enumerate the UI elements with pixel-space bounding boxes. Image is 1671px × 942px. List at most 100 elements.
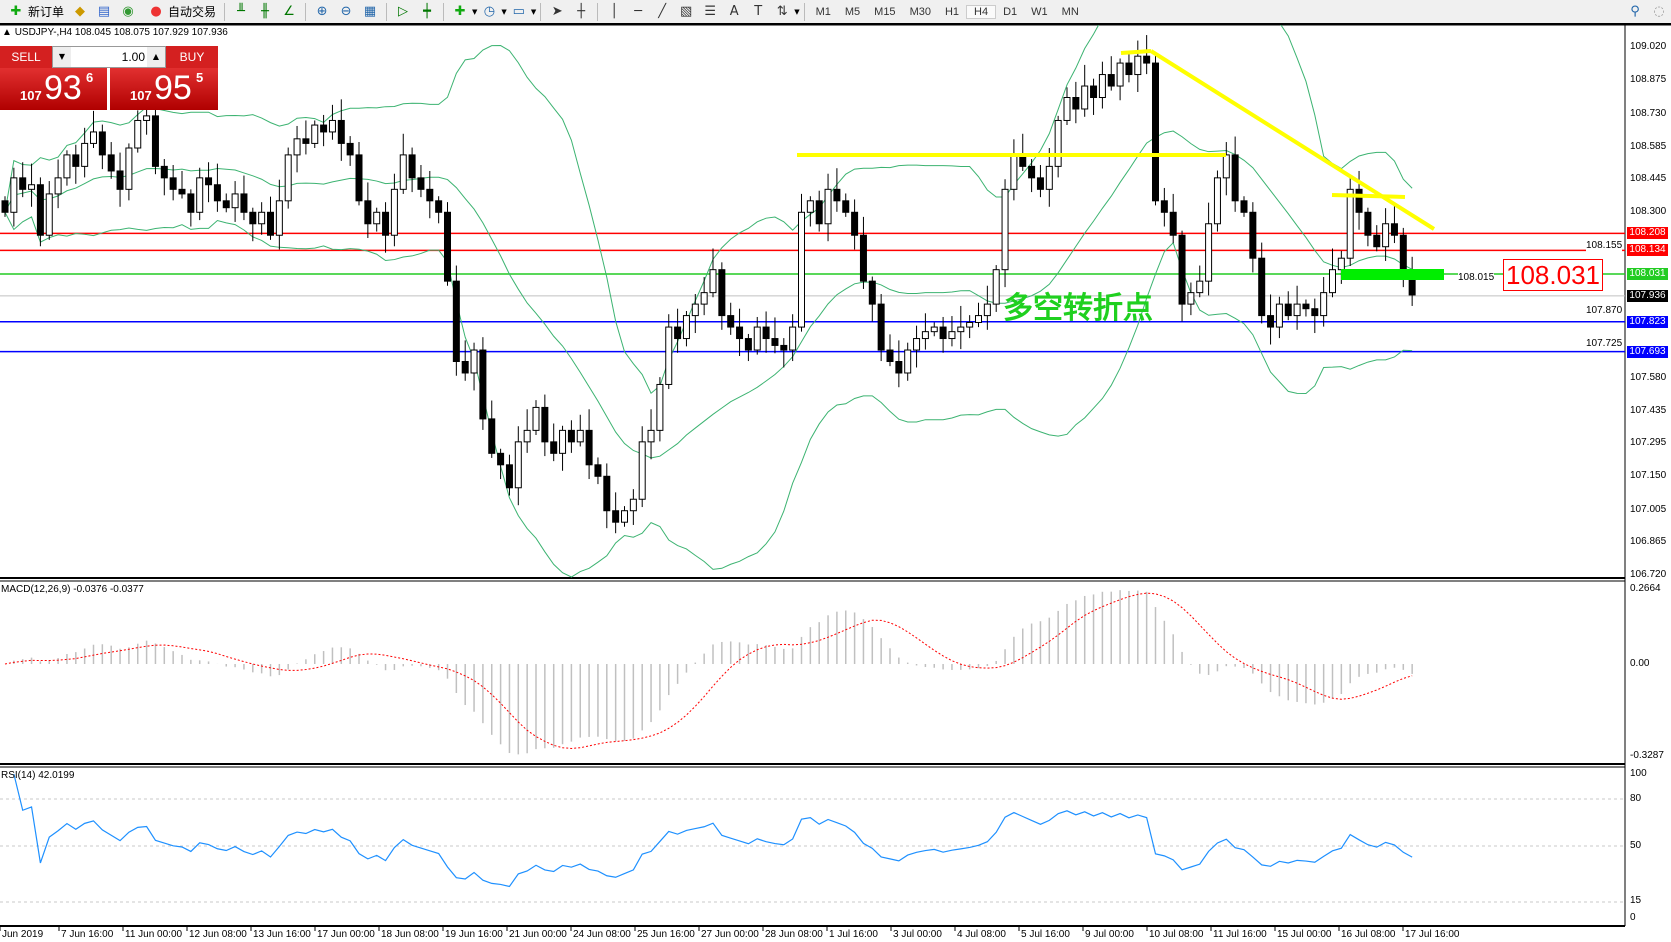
trendlines[interactable] (797, 49, 1444, 280)
timeframe-h1[interactable]: H1 (944, 5, 960, 18)
time-axis-label: 11 Jun 00:00 (125, 929, 183, 940)
candlestick-icon[interactable]: ╫ (261, 3, 269, 19)
buy-price-button[interactable]: 107 95 5 (110, 68, 218, 110)
timeframe-m30[interactable]: M30 (909, 5, 931, 18)
sell-price-button[interactable]: 107 93 6 (0, 68, 107, 110)
candle-body (948, 331, 956, 340)
lot-size-stepper[interactable]: ▼ 1.00 ▲ (52, 46, 166, 68)
candle-body (559, 429, 567, 454)
candle-body (1001, 188, 1009, 271)
dropdown-arrow-icon[interactable]: ▼ (794, 7, 800, 16)
buy-price-prefix: 107 (130, 88, 152, 103)
line-chart-icon[interactable]: ∠ (283, 3, 295, 19)
vertical-line-icon[interactable]: │ (610, 3, 619, 19)
horizontal-line-icon[interactable]: ─ (634, 3, 643, 19)
text-label-icon[interactable]: T (754, 3, 763, 19)
symbol-header: ▲ USDJPY-,H4 108.045 108.075 107.929 107… (2, 27, 228, 38)
candle-body (753, 326, 761, 351)
candle-body (780, 344, 788, 351)
chat-icon[interactable]: ◌ (1653, 3, 1665, 19)
candle-body (886, 349, 894, 363)
timeframe-d1[interactable]: D1 (1003, 5, 1018, 18)
rsi-line (13, 773, 1413, 888)
price-axis-label: 107.580 (1630, 371, 1667, 383)
buy-price-pip: 5 (196, 70, 204, 85)
rsi-axis-0: 0 (1630, 912, 1636, 923)
search-icon[interactable]: ⚲ (1630, 3, 1640, 19)
horizontal-levels (0, 232, 1625, 353)
candle-body (28, 184, 36, 190)
timeframe-m1[interactable]: M1 (815, 5, 831, 18)
yellow-trendline[interactable] (1149, 49, 1436, 231)
lot-decrease-icon[interactable]: ▼ (53, 47, 71, 67)
candle-body (1045, 165, 1053, 190)
annotation-text[interactable]: 多空转折点 (1003, 291, 1153, 326)
candle-body (771, 338, 779, 346)
candle-body (576, 429, 584, 443)
templates-icon[interactable]: ▭ (512, 3, 525, 19)
candle-body (452, 280, 460, 363)
new-order-button[interactable]: ✚ 新订单 (0, 1, 68, 22)
candle-body (302, 138, 310, 144)
timeframe-m15[interactable]: M15 (874, 5, 896, 18)
tile-windows-icon[interactable]: ▦ (363, 3, 377, 19)
candle-body (1028, 165, 1036, 179)
dropdown-arrow-icon[interactable]: ▼ (501, 7, 507, 16)
candle-body (231, 193, 239, 209)
candle-body (1337, 257, 1345, 271)
candle-body (364, 200, 372, 225)
candle-body (399, 154, 407, 190)
equidistant-channel-icon[interactable]: ▧ (680, 3, 693, 19)
timeframe-m5[interactable]: M5 (844, 5, 861, 18)
trendline-icon[interactable]: ╱ (658, 3, 667, 19)
price-axis-label: 108.300 (1630, 206, 1667, 218)
timeframe-w1[interactable]: W1 (1031, 5, 1048, 18)
candle-body (1116, 62, 1124, 87)
price-axis-label: 109.020 (1630, 41, 1667, 52)
separator (597, 2, 599, 21)
candle-body (1293, 303, 1301, 317)
time-axis-label: 18 Jun 08:00 (381, 929, 439, 940)
chart-shift-icon[interactable]: ┿ (423, 3, 431, 19)
price-axis-label: 107.150 (1630, 470, 1667, 482)
time-axis-label: 9 Jul 00:00 (1085, 929, 1134, 940)
price-level-tag: 107.693 (1627, 345, 1668, 358)
metaeditor-icon[interactable]: ◆ (75, 3, 86, 19)
cursor-icon[interactable]: ➤ (551, 3, 563, 19)
timeframe-h4[interactable]: H4 (966, 4, 997, 19)
crosshair-icon[interactable]: ┼ (577, 3, 586, 19)
signals-icon[interactable]: ◉ (122, 3, 134, 19)
price-label-box[interactable]: 108.031 (1503, 259, 1603, 291)
terminal-icon[interactable]: ▤ (97, 3, 111, 19)
candle-body (90, 131, 97, 144)
yellow-short-line[interactable] (1331, 193, 1406, 199)
buy-button[interactable]: BUY (166, 46, 218, 68)
periods-clock-icon[interactable]: ◷ (483, 3, 496, 19)
zoom-in-icon[interactable]: ⊕ (316, 3, 328, 19)
candle-body (98, 131, 106, 156)
candle-body (656, 383, 664, 431)
candle-body (213, 184, 221, 202)
price-axis-label: 108.585 (1630, 140, 1667, 152)
candle-body (205, 177, 213, 186)
fibonacci-icon[interactable]: ☰ (704, 3, 717, 19)
auto-trading-button[interactable]: ● 自动交易 (140, 1, 220, 22)
lot-increase-icon[interactable]: ▲ (147, 47, 165, 67)
lot-size-input[interactable]: 1.00 (121, 50, 145, 64)
separator (224, 2, 226, 21)
bar-chart-icon[interactable]: ╨ (237, 3, 245, 19)
price-axis-label: 108.015 (1458, 271, 1495, 284)
dropdown-arrow-icon[interactable]: ▼ (530, 7, 537, 16)
dropdown-arrow-icon[interactable]: ▼ (472, 7, 478, 16)
green-zone-marker[interactable] (1341, 269, 1444, 280)
auto-scroll-icon[interactable]: ▷ (398, 3, 409, 19)
arrows-icon[interactable]: ⇅ (776, 3, 788, 19)
text-icon[interactable]: A (729, 3, 739, 19)
candle-body (1355, 188, 1363, 213)
zoom-out-icon[interactable]: ⊖ (340, 3, 352, 19)
yellow-top-segment[interactable] (1120, 49, 1152, 55)
sell-button[interactable]: SELL (0, 46, 52, 68)
timeframe-mn[interactable]: MN (1061, 5, 1079, 18)
indicators-icon[interactable]: ✚ (454, 3, 466, 19)
